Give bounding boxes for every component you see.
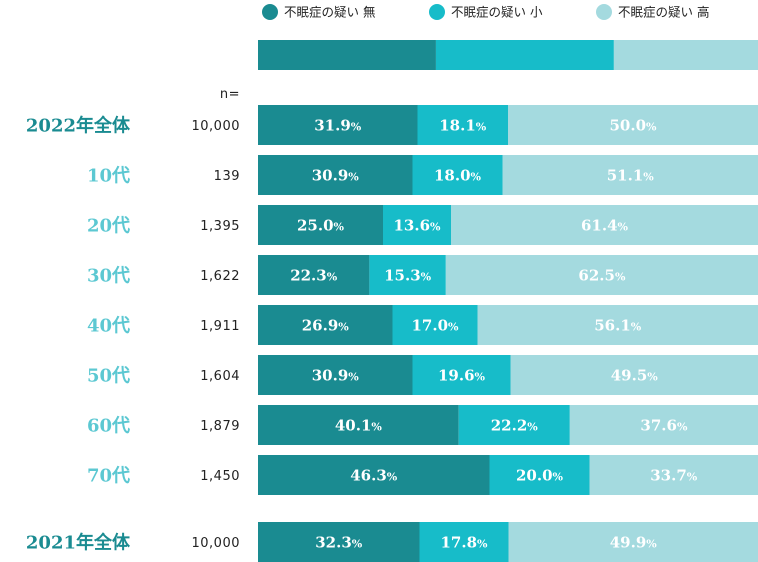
row-n-value: 10,000 [192,119,241,134]
legend-sample-segment-1 [258,40,436,70]
bar-segment-3 [502,155,758,195]
row-n-value: 139 [214,169,240,184]
legend-label-1: 不眠症の疑い 無 [284,5,375,20]
data-label: 19.6% [438,367,486,385]
bar-segment-2 [412,155,503,195]
n-header: n= [220,87,240,102]
bar-segment-3 [510,355,758,395]
bar-segment-1 [258,305,393,345]
bar-segment-2 [383,205,451,245]
bar-segment-1 [258,255,370,295]
row-label: 50代 [87,366,130,387]
row-n-value: 1,450 [200,469,240,484]
bar-segment-2 [458,405,570,445]
data-label: 26.9% [302,317,350,335]
data-label: 13.6% [394,217,442,235]
row-label: 2021年全体 [26,532,131,554]
bar-row: 70代 1,450 46.3% 20.0% 33.7% [87,455,758,495]
data-label: 22.2% [491,417,539,435]
row-label: 30代 [87,266,130,287]
row-label: 60代 [87,416,130,437]
bar-segment-1 [258,455,490,495]
bar-segment-1 [258,155,413,195]
data-label: 25.0% [297,217,345,235]
row-n-value: 1,395 [200,219,240,234]
legend-marker-1 [262,4,278,20]
legend-sample-bar [258,40,758,70]
data-label: 61.4% [581,217,629,235]
bar-segment-1 [258,522,420,562]
data-label: 18.1% [439,117,487,135]
bar-row: 50代 1,604 30.9% 19.6% 49.5% [87,355,758,395]
row-n-value: 10,000 [192,536,241,551]
row-n-value: 1,604 [200,369,240,384]
bar-row: 2021年全体 10,000 32.3% 17.8% 49.9% [26,522,758,562]
data-label: 15.3% [384,267,432,285]
bar-segment-3 [477,305,758,345]
bar-segment-2 [412,355,511,395]
bar-segment-2 [392,305,478,345]
bar-segment-3 [508,105,758,145]
bar-segment-2 [369,255,446,295]
data-label: 62.5% [578,267,626,285]
data-label: 18.0% [434,167,482,185]
data-label: 46.3% [350,467,398,485]
bar-row: 60代 1,879 40.1% 22.2% 37.6% [87,405,758,445]
data-label: 50.0% [610,117,658,135]
bar-row: 40代 1,911 26.9% 17.0% 56.1% [87,305,758,345]
bar-segment-3 [589,455,758,495]
bar-segment-3 [445,255,758,295]
legend-marker-2 [429,4,445,20]
row-label: 10代 [87,166,130,187]
data-label: 32.3% [315,534,363,552]
bar-segment-3 [451,205,758,245]
bar-segment-2 [417,105,508,145]
bar-row: 10代 139 30.9% 18.0% 51.1% [87,155,758,195]
row-label: 2022年全体 [26,115,131,137]
data-label: 20.0% [516,467,564,485]
data-label: 22.3% [290,267,338,285]
data-label: 51.1% [607,167,655,185]
data-label: 37.6% [640,417,688,435]
data-label: 31.9% [314,117,362,135]
data-label: 49.9% [610,534,658,552]
legend-sample-segment-2 [435,40,614,70]
bar-row: 30代 1,622 22.3% 15.3% 62.5% [87,255,758,295]
row-n-value: 1,911 [200,319,240,334]
row-label: 70代 [87,466,130,487]
bar-segment-1 [258,105,418,145]
data-label: 17.8% [441,534,489,552]
legend-sample-segment-3 [613,40,758,70]
bar-segment-1 [258,355,413,395]
data-label: 40.1% [335,417,383,435]
bar-rows: 2022年全体 10,000 31.9% 18.1% 50.0%10代 139 30.9% 1… [26,105,758,562]
data-label: 30.9% [312,167,360,185]
row-n-value: 1,622 [200,269,240,284]
data-label: 49.5% [611,367,659,385]
bar-segment-3 [569,405,758,445]
row-n-value: 1,879 [200,419,240,434]
data-label: 30.9% [312,367,360,385]
data-label: 17.0% [412,317,460,335]
bar-segment-3 [508,522,758,562]
bar-row: 20代 1,395 25.0% 13.6% 61.4% [87,205,758,245]
data-label: 33.7% [650,467,698,485]
legend-label-3: 不眠症の疑い 高 [618,5,709,20]
bar-segment-1 [258,205,383,245]
data-label: 56.1% [594,317,642,335]
bar-row: 2022年全体 10,000 31.9% 18.1% 50.0% [26,105,758,145]
bar-segment-2 [489,455,590,495]
legend-label-2: 不眠症の疑い 小 [451,5,543,20]
legend: 不眠症の疑い 無 不眠症の疑い 小 不眠症の疑い 高 [262,4,709,20]
row-label: 20代 [87,216,130,237]
legend-marker-3 [596,4,612,20]
row-label: 40代 [87,316,130,337]
bar-segment-2 [419,522,509,562]
bar-segment-1 [258,405,459,445]
